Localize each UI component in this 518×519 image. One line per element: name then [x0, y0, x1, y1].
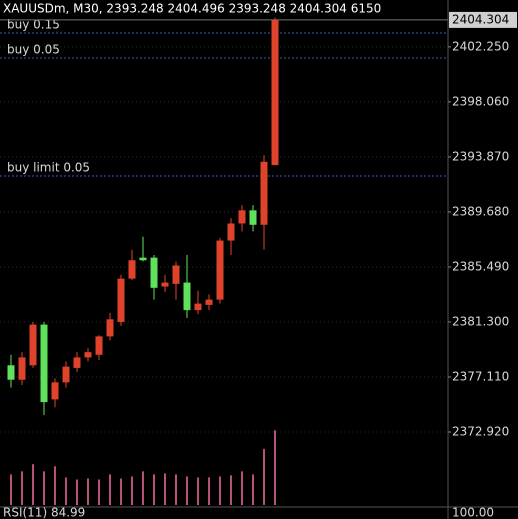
- y-tick-label: 2381.300: [452, 314, 509, 328]
- candle-body: [260, 161, 268, 225]
- candle-body: [139, 257, 147, 261]
- candle-body: [117, 278, 125, 322]
- candle-body: [40, 324, 48, 403]
- y-tick-label: 2393.870: [452, 149, 509, 163]
- rsi-tick-label: 100.00: [452, 506, 494, 519]
- rsi-label: RSI(11) 84.99: [3, 506, 85, 519]
- candle-body: [29, 324, 37, 366]
- candle-body: [51, 382, 59, 400]
- y-tick-label: 2398.060: [452, 94, 509, 108]
- candle-body: [227, 223, 235, 241]
- candle-body: [95, 336, 103, 355]
- candle-body: [62, 366, 70, 383]
- chart-title: XAUUSDm, M30, 2393.248 2404.496 2393.248…: [3, 2, 381, 16]
- candle-body: [73, 357, 81, 368]
- candle-body: [216, 240, 224, 300]
- candle-body: [249, 210, 257, 225]
- candle-body: [172, 265, 180, 284]
- y-tick-label: 2402.250: [452, 39, 509, 53]
- candle-body: [7, 365, 15, 380]
- order-label: buy limit 0.05: [7, 160, 90, 174]
- y-tick-label: 2372.920: [452, 424, 509, 438]
- candle-body: [106, 319, 114, 337]
- candle-body: [161, 282, 169, 287]
- current-price-box: [449, 11, 517, 28]
- candle-body: [205, 299, 213, 305]
- candle-body: [194, 303, 202, 311]
- y-tick-label: 2377.110: [452, 369, 509, 383]
- candle-body: [128, 260, 136, 279]
- candle-body: [84, 352, 92, 358]
- y-tick-label: 2389.680: [452, 204, 509, 218]
- candle-body: [18, 357, 26, 380]
- order-label: buy 0.15: [7, 17, 60, 31]
- y-tick-label: 2385.490: [452, 259, 509, 273]
- order-label: buy 0.05: [7, 43, 60, 57]
- current-price-label: 2404.304: [452, 12, 509, 26]
- candle-body: [150, 257, 158, 288]
- candle-body: [238, 210, 246, 224]
- candle-body: [183, 282, 191, 311]
- candle-body: [271, 19, 279, 166]
